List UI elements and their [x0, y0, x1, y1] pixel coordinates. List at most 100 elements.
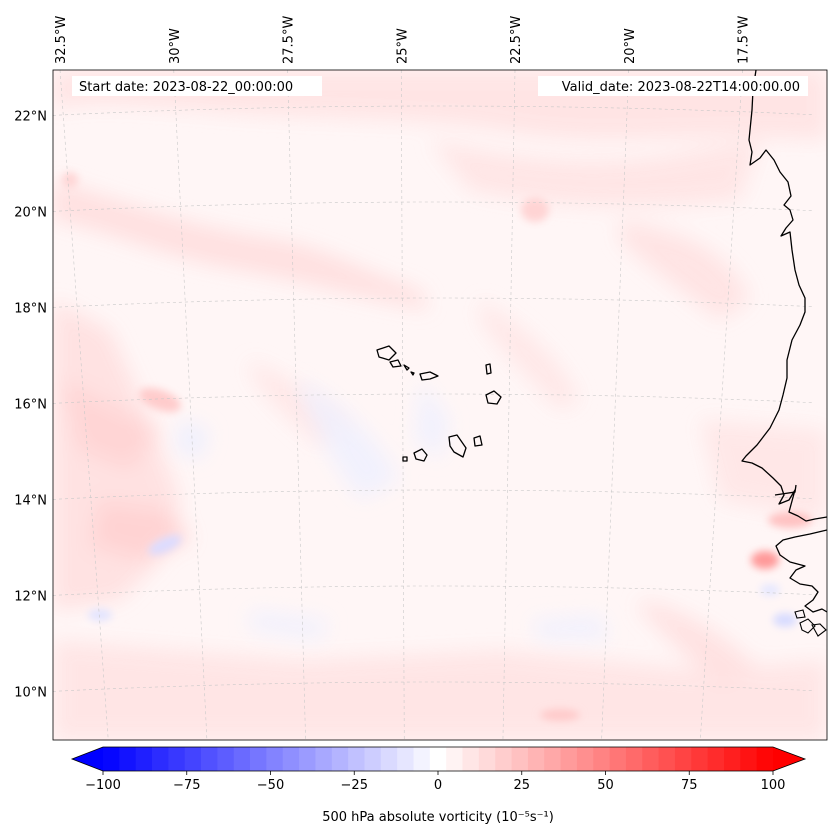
- colorbar-cell: [642, 747, 660, 771]
- colorbar-cell: [135, 747, 153, 771]
- latitude-labels: 22°N 20°N 18°N 16°N 14°N 12°N 10°N: [14, 109, 47, 700]
- valid-date-label: Valid_date: 2023-08-22T14:00:00.00: [562, 80, 800, 95]
- colorbar-tick-label: 75: [681, 778, 698, 793]
- longitude-label: 27.5°W: [282, 16, 297, 64]
- longitude-label: 32.5°W: [54, 16, 69, 64]
- longitude-labels: 32.5°W 30°W 27.5°W 25°W 22.5°W 20°W 17.5°W: [54, 16, 752, 64]
- meridian-line: [601, 70, 630, 740]
- colorbar-cell: [560, 747, 578, 771]
- colorbar-tick-label: 25: [513, 778, 530, 793]
- colorbar-cell: [413, 747, 431, 771]
- guinea-coastline: [775, 529, 827, 613]
- colorbar-tick-label: −50: [257, 778, 284, 793]
- start-date-box: [72, 76, 322, 96]
- meridian-line: [400, 70, 405, 740]
- colorbar-cell: [674, 747, 692, 771]
- colorbar-cell: [103, 747, 120, 771]
- colorbar-cell: [544, 747, 561, 771]
- colorbar-tick-label: 0: [434, 778, 442, 793]
- colorbar-cell: [397, 747, 414, 771]
- gambia-inlet: [774, 484, 797, 496]
- colorbar-cell: [495, 747, 512, 771]
- colorbar-cell: [315, 747, 333, 771]
- parallel-line: [53, 489, 814, 500]
- colorbar-cell: [233, 747, 251, 771]
- map-frame: [52, 69, 828, 741]
- colorbar-cell: [511, 747, 529, 771]
- colorbar-cell: [429, 747, 447, 771]
- colorbar-tick-label: −25: [341, 778, 368, 793]
- parallel-line: [53, 585, 814, 596]
- latitude-label: 14°N: [14, 493, 47, 508]
- latitude-label: 10°N: [14, 685, 47, 700]
- colorbar-cell: [364, 747, 382, 771]
- colorbar-cell: [609, 747, 627, 771]
- colorbar-tick-label: 100: [761, 778, 786, 793]
- colorbar-cell: [380, 747, 398, 771]
- cape-verde-islands: [376, 345, 502, 462]
- longitude-label: 20°W: [623, 28, 638, 64]
- colorbar-cell: [707, 747, 725, 771]
- colorbar-label: 500 hPa absolute vorticity (10⁻⁵s⁻¹): [322, 810, 554, 825]
- latitude-label: 22°N: [14, 109, 47, 124]
- colorbar-cell: [478, 747, 496, 771]
- colorbar-cell: [299, 747, 316, 771]
- latitude-label: 20°N: [14, 205, 47, 220]
- colorbar-cell: [756, 747, 774, 771]
- colorbar-cell: [201, 747, 218, 771]
- colorbar-cell: [331, 747, 349, 771]
- colorbar-cell: [625, 747, 643, 771]
- vorticity-field: [53, 70, 827, 740]
- parallel-line: [53, 201, 814, 212]
- colorbar-ticks: −100 −75 −50 −25 0 25 50 75 100: [85, 771, 785, 793]
- colorbar-extend-max-arrow: [773, 747, 805, 771]
- colorbar-cell: [184, 747, 202, 771]
- meridian-line: [173, 70, 208, 740]
- colorbar-cell: [576, 747, 594, 771]
- colorbar-cell: [282, 747, 300, 771]
- latitude-label: 12°N: [14, 589, 47, 604]
- parallel-line: [53, 105, 814, 116]
- colorbar-tick-label: −100: [85, 778, 121, 793]
- colorbar-cells: [103, 747, 774, 771]
- colorbar-cell: [266, 747, 284, 771]
- colorbar-cell: [527, 747, 545, 771]
- colorbar-cell: [740, 747, 758, 771]
- colorbar-cell: [168, 747, 186, 771]
- colorbar-cell: [119, 747, 137, 771]
- bissagos-islands: [794, 609, 827, 637]
- meridian-line: [699, 70, 743, 740]
- colorbar-cell: [348, 747, 365, 771]
- meridian-line: [59, 70, 109, 740]
- parallel-line: [53, 681, 814, 692]
- start-date-label: Start date: 2023-08-22_00:00:00: [79, 80, 293, 95]
- colorbar-extend-min-arrow: [72, 747, 103, 771]
- parallel-line: [53, 393, 814, 404]
- africa-coastline: [741, 70, 827, 522]
- latitude-label: 18°N: [14, 301, 47, 316]
- meridian-line: [287, 70, 306, 740]
- colorbar-cell: [250, 747, 267, 771]
- colorbar-cell: [152, 747, 169, 771]
- colorbar-cell: [462, 747, 480, 771]
- longitude-label: 17.5°W: [737, 16, 752, 64]
- latitude-label: 16°N: [14, 397, 47, 412]
- map-area[interactable]: Start date: 2023-08-22_00:00:00 Valid_da…: [52, 69, 828, 741]
- parallel-line: [53, 297, 814, 308]
- longitude-label: 25°W: [395, 28, 410, 64]
- colorbar-cell: [593, 747, 610, 771]
- colorbar-cell: [723, 747, 741, 771]
- colorbar-tick-label: −75: [173, 778, 200, 793]
- colorbar-cell: [691, 747, 709, 771]
- longitude-label: 22.5°W: [509, 16, 524, 64]
- colorbar-cell: [658, 747, 676, 771]
- longitude-label: 30°W: [168, 28, 183, 64]
- valid-date-box: [538, 76, 808, 96]
- colorbar-tick-label: 50: [597, 778, 614, 793]
- graticule: [53, 70, 814, 740]
- meridian-line: [502, 70, 516, 740]
- colorbar-cell: [217, 747, 235, 771]
- colorbar-cell: [446, 747, 463, 771]
- colorbar: −100 −75 −50 −25 0 25 50 75 100 500 hPa absolute…: [70, 746, 807, 825]
